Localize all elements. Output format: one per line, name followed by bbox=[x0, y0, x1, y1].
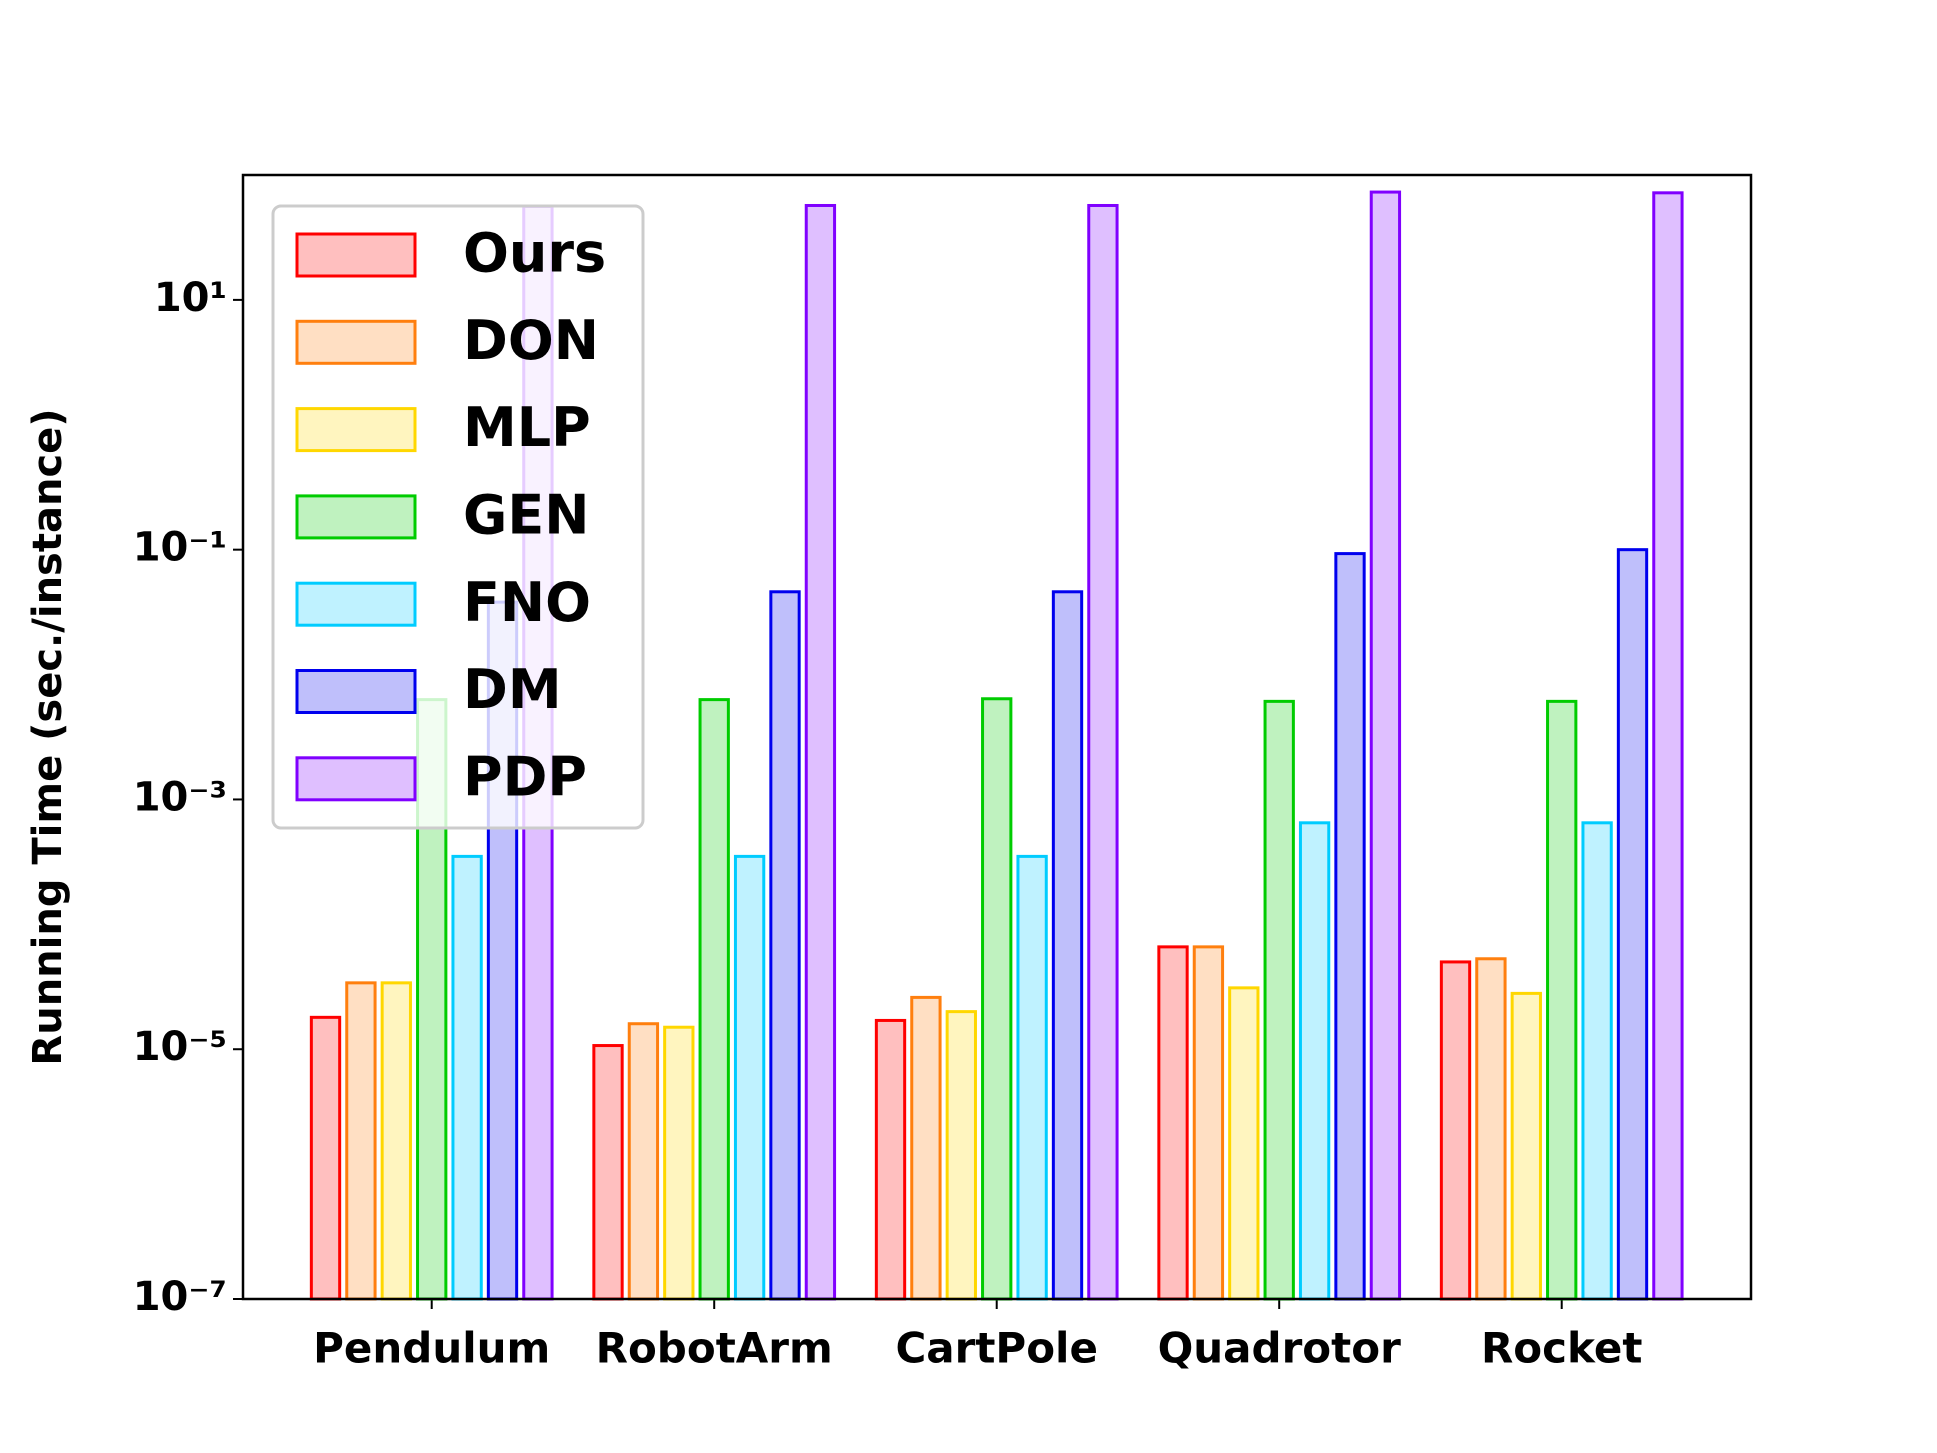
legend-swatch bbox=[295, 232, 417, 278]
y-tick-label: 10⁻⁷ bbox=[133, 1274, 227, 1320]
legend-box bbox=[271, 204, 645, 830]
bar bbox=[1581, 821, 1613, 1301]
bar bbox=[698, 698, 730, 1301]
legend-label: DON bbox=[463, 309, 599, 372]
bar bbox=[910, 995, 942, 1301]
legend-label: Ours bbox=[463, 222, 606, 285]
y-tick-label: 10⁻¹ bbox=[133, 525, 227, 571]
legend-swatch bbox=[295, 407, 417, 453]
bar bbox=[769, 590, 801, 1301]
legend-label: MLP bbox=[463, 396, 591, 459]
y-axis-label: Running Time (sec./instance) bbox=[25, 408, 71, 1065]
legend-swatch bbox=[295, 494, 417, 540]
bar bbox=[1510, 991, 1542, 1301]
y-tick-label: 10⁻⁵ bbox=[133, 1024, 227, 1070]
bar bbox=[1298, 821, 1331, 1301]
bar bbox=[592, 1044, 624, 1301]
bar bbox=[309, 1015, 342, 1301]
bar bbox=[874, 1018, 907, 1301]
bar bbox=[733, 854, 766, 1301]
legend-label: DM bbox=[463, 658, 562, 721]
bar bbox=[663, 1025, 695, 1301]
x-tick-label: RobotArm bbox=[596, 1324, 833, 1373]
bar bbox=[1616, 548, 1649, 1301]
bar bbox=[1157, 945, 1189, 1301]
x-tick-label: Quadrotor bbox=[1158, 1324, 1402, 1373]
x-tick-label: Rocket bbox=[1481, 1324, 1642, 1373]
bar bbox=[627, 1022, 660, 1301]
bar bbox=[451, 854, 483, 1301]
bar bbox=[1475, 957, 1507, 1301]
bar bbox=[1652, 191, 1684, 1301]
bar bbox=[1087, 203, 1119, 1301]
legend-label: GEN bbox=[463, 484, 589, 547]
bar bbox=[981, 697, 1013, 1301]
bar bbox=[1546, 699, 1578, 1301]
bar bbox=[1263, 699, 1295, 1301]
bar bbox=[1192, 945, 1225, 1301]
bar bbox=[1369, 190, 1402, 1301]
bar bbox=[1228, 986, 1260, 1301]
legend-label: PDP bbox=[463, 745, 587, 808]
bar bbox=[1334, 552, 1366, 1301]
bar bbox=[945, 1010, 977, 1301]
bar bbox=[345, 981, 377, 1301]
bar bbox=[804, 203, 837, 1301]
bar bbox=[1016, 854, 1048, 1301]
y-tick-label: 10⁻³ bbox=[133, 774, 227, 820]
bar bbox=[1051, 590, 1084, 1301]
legend-swatch bbox=[295, 581, 417, 627]
x-tick-label: CartPole bbox=[895, 1324, 1097, 1373]
legend-swatch bbox=[295, 319, 417, 365]
y-tick-label: 10¹ bbox=[154, 275, 227, 321]
legend-swatch bbox=[295, 669, 417, 714]
plot-frame bbox=[241, 173, 1753, 1301]
legend-label: FNO bbox=[463, 571, 591, 634]
bar bbox=[1439, 960, 1472, 1301]
legend-swatch bbox=[295, 756, 417, 802]
bar bbox=[380, 981, 412, 1301]
legend: Ours DON MLP GEN FNO DM PDP bbox=[271, 204, 645, 830]
x-tick-label: Pendulum bbox=[313, 1324, 550, 1373]
